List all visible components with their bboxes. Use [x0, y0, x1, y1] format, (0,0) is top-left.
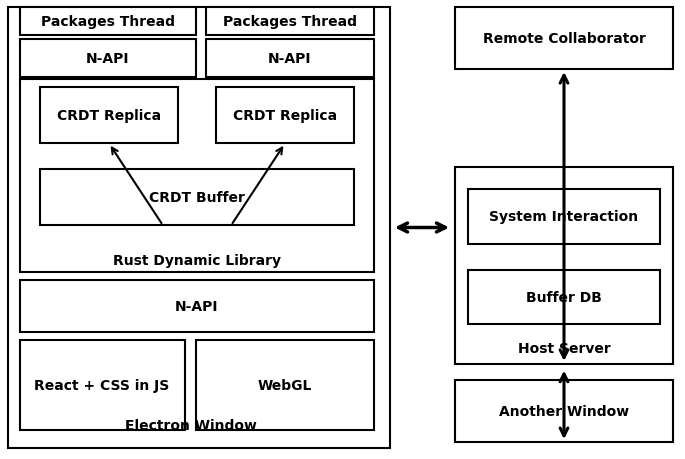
- Bar: [216, 88, 354, 144]
- Text: Another Window: Another Window: [499, 404, 629, 418]
- Bar: [40, 170, 354, 226]
- Text: Electron Window: Electron Window: [125, 418, 257, 432]
- Bar: [206, 40, 374, 78]
- Text: CRDT Buffer: CRDT Buffer: [149, 191, 245, 205]
- Bar: [20, 80, 374, 272]
- Bar: [20, 8, 196, 36]
- Bar: [455, 168, 673, 364]
- Text: Rust Dynamic Library: Rust Dynamic Library: [113, 253, 281, 267]
- Bar: [455, 8, 673, 70]
- Bar: [196, 340, 374, 430]
- Text: CRDT Replica: CRDT Replica: [57, 109, 161, 123]
- Text: Packages Thread: Packages Thread: [223, 15, 357, 29]
- Text: WebGL: WebGL: [258, 378, 312, 392]
- Text: N-API: N-API: [269, 52, 312, 66]
- Bar: [20, 340, 185, 430]
- Text: CRDT Replica: CRDT Replica: [233, 109, 337, 123]
- Text: N-API: N-API: [175, 299, 219, 313]
- Text: Buffer DB: Buffer DB: [526, 290, 602, 304]
- Text: React + CSS in JS: React + CSS in JS: [34, 378, 170, 392]
- Bar: [206, 8, 374, 36]
- Text: Packages Thread: Packages Thread: [41, 15, 175, 29]
- Text: Remote Collaborator: Remote Collaborator: [482, 32, 645, 46]
- Text: N-API: N-API: [86, 52, 129, 66]
- Text: Host Server: Host Server: [518, 341, 610, 355]
- Bar: [455, 380, 673, 442]
- Bar: [20, 40, 196, 78]
- Bar: [20, 280, 374, 332]
- Bar: [40, 88, 178, 144]
- Bar: [8, 8, 390, 448]
- Bar: [468, 190, 660, 244]
- Bar: [468, 270, 660, 324]
- Text: System Interaction: System Interaction: [490, 210, 638, 224]
